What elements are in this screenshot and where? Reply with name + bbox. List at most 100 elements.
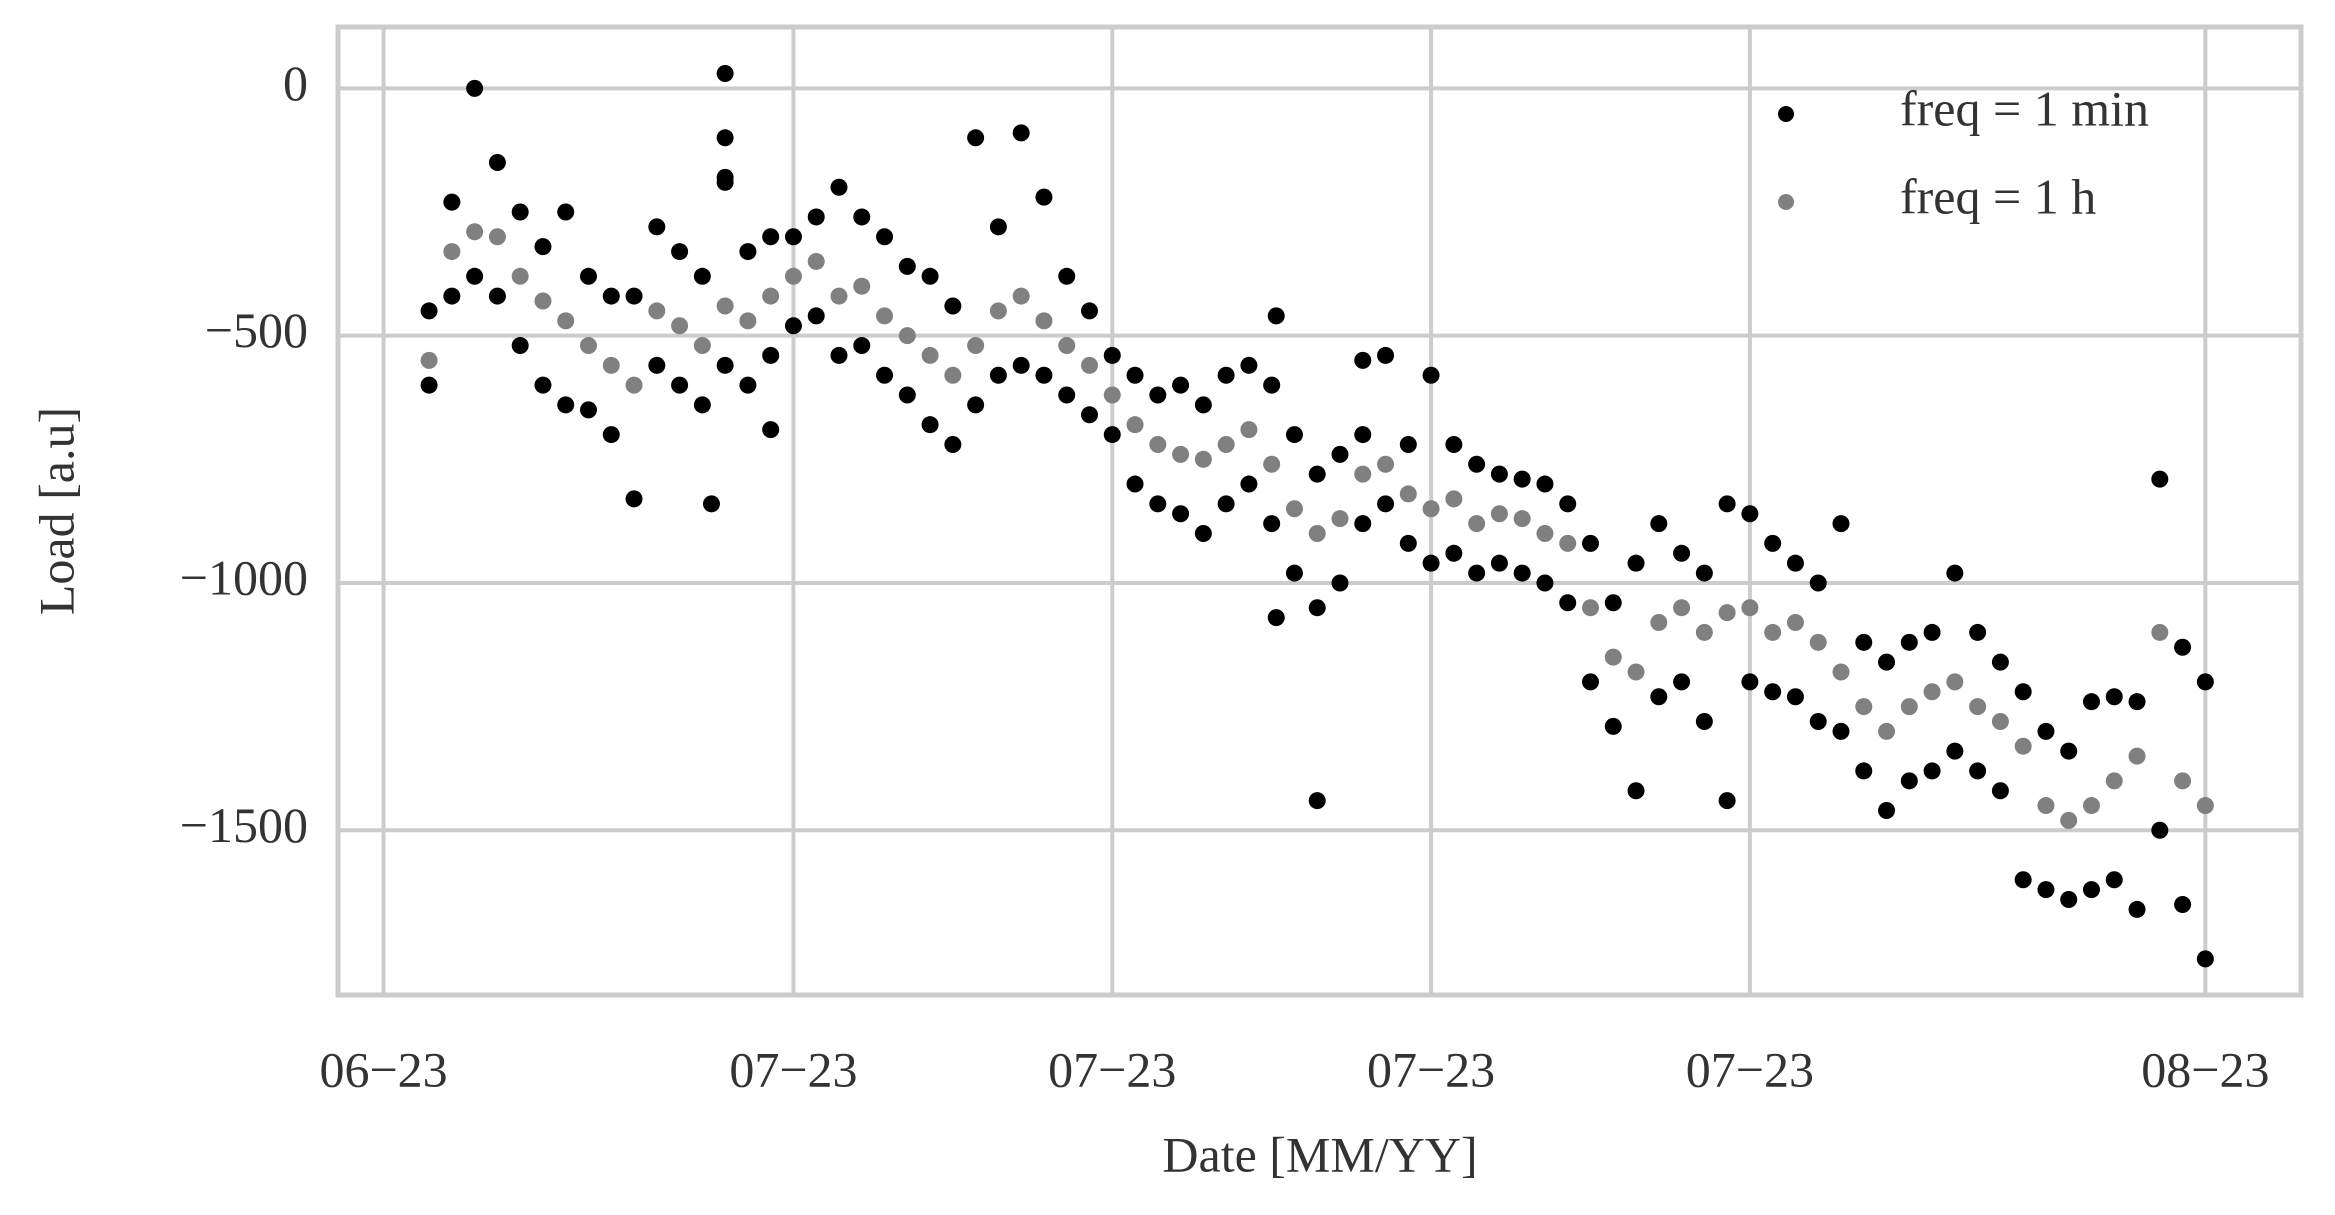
point — [557, 203, 575, 221]
point — [1354, 426, 1372, 444]
point — [1946, 564, 1964, 582]
point — [1080, 356, 1098, 374]
legend-label: freq = 1 h — [1900, 168, 2096, 224]
point — [1331, 445, 1349, 463]
point — [1604, 594, 1622, 612]
point — [1217, 435, 1235, 453]
grid — [338, 27, 2301, 995]
point — [2174, 895, 2192, 913]
point — [1809, 712, 1827, 730]
point — [488, 154, 506, 172]
point — [625, 376, 643, 394]
point — [2082, 693, 2100, 711]
point — [716, 168, 734, 186]
point — [1149, 435, 1167, 453]
x-tick-label: 08−23 — [2141, 1041, 2269, 1097]
point — [2151, 470, 2169, 488]
point — [807, 252, 825, 270]
point — [648, 302, 666, 320]
point — [693, 337, 711, 355]
point — [2196, 673, 2214, 691]
point — [1832, 515, 1850, 533]
point — [1878, 802, 1896, 820]
point — [1673, 544, 1691, 562]
point — [1946, 673, 1964, 691]
point — [2060, 891, 2078, 909]
point — [443, 193, 461, 211]
legend-label: freq = 1 min — [1900, 80, 2149, 136]
point — [830, 287, 848, 305]
legend-marker — [1778, 106, 1794, 122]
point — [1855, 633, 1873, 651]
point — [1263, 376, 1281, 394]
point — [1855, 698, 1873, 716]
point — [1490, 465, 1508, 483]
point — [443, 287, 461, 305]
point — [1855, 762, 1873, 780]
point — [876, 307, 894, 325]
point — [1399, 485, 1417, 503]
point — [1809, 574, 1827, 592]
point — [671, 243, 689, 261]
point — [762, 421, 780, 439]
point — [1126, 475, 1144, 493]
point — [1445, 490, 1463, 508]
point — [648, 356, 666, 374]
point — [466, 223, 484, 241]
point — [671, 317, 689, 335]
point — [1468, 455, 1486, 473]
point — [1354, 465, 1372, 483]
point — [784, 267, 802, 285]
point — [1513, 510, 1531, 528]
point — [1126, 366, 1144, 384]
point — [898, 386, 916, 404]
point — [876, 228, 894, 246]
point — [1103, 346, 1121, 364]
point — [921, 416, 939, 434]
point — [762, 346, 780, 364]
point — [1900, 698, 1918, 716]
point — [602, 426, 620, 444]
point — [602, 287, 620, 305]
point — [1673, 599, 1691, 617]
point — [2014, 683, 2032, 701]
point — [1308, 599, 1326, 617]
point — [1149, 495, 1167, 513]
point — [420, 351, 438, 369]
point — [1267, 609, 1285, 627]
point — [2196, 797, 2214, 815]
point — [1080, 302, 1098, 320]
point — [693, 267, 711, 285]
point — [1308, 465, 1326, 483]
point — [944, 435, 962, 453]
point — [2128, 693, 2146, 711]
point — [739, 312, 757, 330]
point — [967, 129, 985, 147]
point — [1103, 386, 1121, 404]
legend-marker — [1778, 194, 1794, 210]
point — [1308, 525, 1326, 543]
point — [1513, 564, 1531, 582]
point — [1559, 534, 1577, 552]
point — [1285, 564, 1303, 582]
point — [2174, 772, 2192, 790]
y-tick-label: 0 — [283, 55, 308, 111]
point — [511, 267, 529, 285]
point — [2060, 811, 2078, 829]
point — [1058, 267, 1076, 285]
point — [579, 401, 597, 419]
point — [511, 203, 529, 221]
point — [1490, 554, 1508, 572]
point — [1559, 594, 1577, 612]
point — [1786, 554, 1804, 572]
point — [2128, 747, 2146, 765]
point — [1900, 772, 1918, 790]
point — [602, 356, 620, 374]
point — [1422, 500, 1440, 518]
point — [1445, 544, 1463, 562]
point — [762, 228, 780, 246]
point — [1878, 722, 1896, 740]
point — [1923, 623, 1941, 641]
point — [1764, 683, 1782, 701]
point — [1513, 470, 1531, 488]
